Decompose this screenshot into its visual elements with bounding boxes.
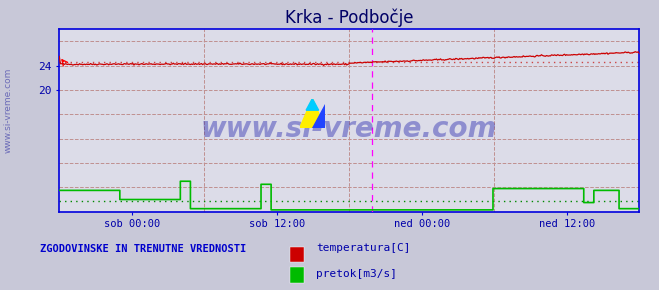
Text: pretok[m3/s]: pretok[m3/s] bbox=[316, 269, 397, 279]
Title: Krka - Podbočje: Krka - Podbočje bbox=[285, 9, 413, 28]
Text: www.si-vreme.com: www.si-vreme.com bbox=[201, 115, 498, 144]
Polygon shape bbox=[312, 104, 325, 128]
Text: temperatura[C]: temperatura[C] bbox=[316, 243, 411, 253]
Polygon shape bbox=[306, 99, 319, 110]
Text: ZGODOVINSKE IN TRENUTNE VREDNOSTI: ZGODOVINSKE IN TRENUTNE VREDNOSTI bbox=[40, 244, 246, 254]
Polygon shape bbox=[300, 99, 325, 128]
Text: www.si-vreme.com: www.si-vreme.com bbox=[3, 68, 13, 153]
